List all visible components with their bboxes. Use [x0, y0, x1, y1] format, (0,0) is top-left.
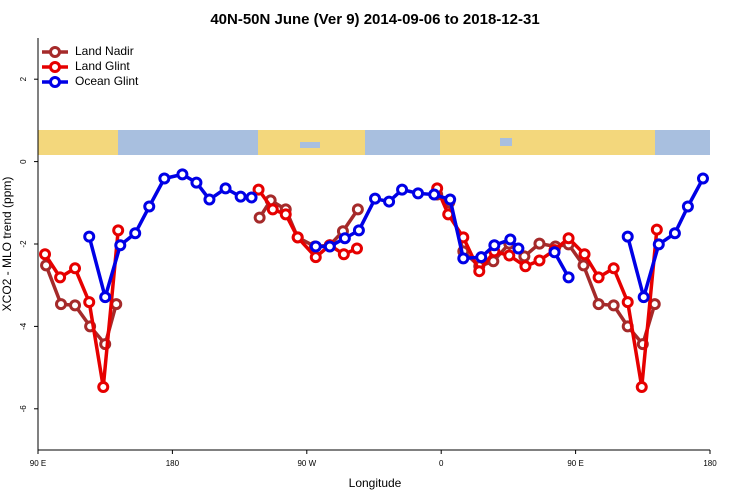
data-point	[637, 291, 650, 304]
data-point	[158, 172, 171, 185]
data-point	[114, 239, 127, 252]
data-point	[69, 262, 82, 275]
data-point	[69, 299, 82, 312]
data-point	[652, 238, 665, 251]
data-point	[279, 208, 292, 221]
series-line	[87, 172, 705, 299]
data-point	[97, 380, 110, 393]
y-axis-label: XCO2 - MLO trend (ppm)	[0, 177, 14, 312]
x-axis-label: Longitude	[349, 476, 402, 490]
data-point	[54, 271, 67, 284]
data-point	[291, 231, 304, 244]
data-point	[143, 200, 156, 213]
data-point	[562, 232, 575, 245]
data-point	[681, 200, 694, 213]
data-point	[578, 248, 591, 261]
data-point	[488, 239, 501, 252]
data-point	[428, 188, 441, 201]
data-point	[369, 192, 382, 205]
data-point	[203, 193, 216, 206]
data-point	[475, 251, 488, 264]
data-point	[383, 195, 396, 208]
data-point	[592, 271, 605, 284]
x-tick-label: 90 E	[567, 459, 583, 468]
data-point	[548, 246, 561, 259]
data-point	[337, 248, 350, 261]
data-point	[504, 233, 517, 246]
data-point	[533, 254, 546, 267]
x-tick-label: 0	[439, 459, 444, 468]
map-strip	[38, 130, 710, 155]
legend-label: Land Glint	[75, 59, 130, 73]
data-point	[266, 203, 279, 216]
data-point	[396, 183, 409, 196]
data-point	[621, 296, 634, 309]
data-point	[253, 211, 266, 224]
data-point	[338, 232, 351, 245]
legend-marker	[49, 76, 61, 88]
data-point	[54, 298, 67, 311]
data-point	[562, 271, 575, 284]
data-point	[668, 227, 681, 240]
data-point	[309, 240, 322, 253]
data-point	[412, 187, 425, 200]
data-point	[444, 193, 457, 206]
data-point	[533, 237, 546, 250]
chart-title: 40N-50N June (Ver 9) 2014-09-06 to 2018-…	[210, 11, 539, 28]
data-point	[323, 240, 336, 253]
data-point	[607, 262, 620, 275]
y-tick-label: -2	[19, 240, 28, 248]
x-tick-label: 180	[166, 459, 180, 468]
data-point	[457, 252, 470, 265]
data-point	[650, 223, 663, 236]
x-tick-label: 90 E	[30, 459, 46, 468]
legend-label: Land Nadir	[75, 44, 134, 58]
data-point	[577, 259, 590, 272]
data-point	[635, 380, 648, 393]
data-point	[512, 242, 525, 255]
data-point	[83, 296, 96, 309]
data-point	[252, 183, 265, 196]
data-point	[621, 230, 634, 243]
data-point	[351, 203, 364, 216]
data-point	[219, 182, 232, 195]
data-point	[352, 224, 365, 237]
data-point	[696, 172, 709, 185]
data-point	[592, 298, 605, 311]
data-point	[190, 176, 203, 189]
legend-marker	[49, 61, 61, 73]
data-point	[607, 299, 620, 312]
data-point	[519, 260, 532, 273]
data-point	[503, 249, 516, 262]
y-tick-label: -6	[19, 405, 28, 413]
data-point	[99, 291, 112, 304]
legend-label: Ocean Glint	[75, 74, 139, 88]
x-tick-label: 90 W	[297, 459, 316, 468]
data-point	[39, 248, 52, 261]
x-tick-label: 180	[703, 459, 717, 468]
data-point	[83, 230, 96, 243]
y-tick-label: 0	[19, 159, 28, 164]
data-point	[129, 227, 142, 240]
data-point	[176, 168, 189, 181]
data-point	[234, 190, 247, 203]
data-point	[473, 265, 486, 278]
data-point	[245, 191, 258, 204]
data-point	[350, 242, 363, 255]
legend-marker	[49, 46, 61, 58]
y-tick-label: 2	[19, 76, 28, 81]
data-point	[309, 251, 322, 264]
data-point	[112, 224, 125, 237]
y-tick-label: -4	[19, 322, 28, 330]
